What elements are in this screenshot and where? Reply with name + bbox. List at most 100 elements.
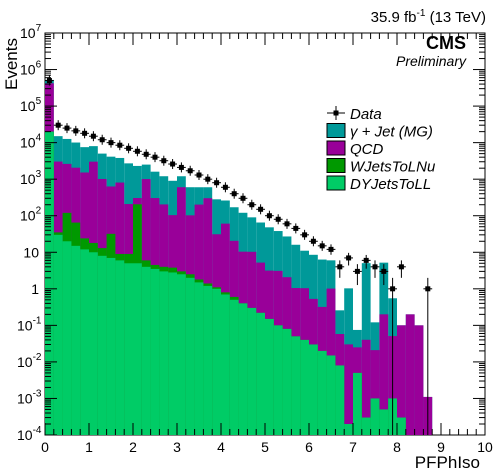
y-tick-label: 10-2: [17, 352, 42, 370]
data-point: [240, 195, 246, 201]
bar-qcd: [379, 314, 389, 435]
y-tick-label: 106: [20, 60, 42, 78]
x-tick-label: 9: [437, 439, 445, 455]
data-point: [178, 164, 184, 170]
y-tick-label: 1: [31, 281, 39, 297]
bar-dyjetstoll: [133, 263, 142, 435]
bar-dyjetstoll: [361, 417, 371, 435]
experiment-label: CMS: [426, 33, 466, 53]
bar-dyjetstoll: [273, 325, 283, 435]
bar-dyjetstoll: [282, 328, 292, 435]
bar-qcd: [397, 325, 406, 435]
data-point: [214, 180, 220, 186]
y-tick-label: 10-3: [17, 388, 42, 406]
bar-dyjetstoll: [291, 336, 301, 435]
x-tick-label: 8: [393, 439, 401, 455]
legend-label: Data: [350, 106, 382, 123]
data-point: [117, 142, 123, 148]
bar-dyjetstoll: [194, 282, 204, 435]
data-point: [134, 148, 140, 154]
legend-label: γ + Jet (MG): [350, 124, 433, 141]
y-tick-label: 10: [23, 244, 39, 260]
bar-dyjetstoll: [106, 257, 116, 435]
data-point: [266, 213, 272, 219]
bar-dyjetstoll: [326, 355, 336, 435]
x-tick-label: 10: [477, 439, 493, 455]
data-point: [205, 176, 211, 182]
data-point: [249, 202, 255, 208]
bar-dyjetstoll: [80, 249, 89, 435]
y-tick-label: 102: [20, 206, 42, 224]
y-tick-label: 103: [20, 169, 42, 187]
bar-dyjetstoll: [221, 294, 230, 435]
data-point: [398, 264, 404, 270]
x-tick-label: 3: [173, 439, 181, 455]
y-tick-label: 107: [20, 23, 42, 41]
data-point: [126, 145, 132, 151]
bar-dyjetstoll: [159, 271, 169, 435]
data-point: [222, 184, 228, 190]
x-tick-label: 4: [217, 439, 225, 455]
bar-dyjetstoll: [141, 266, 151, 435]
bar-dyjetstoll: [344, 423, 353, 435]
x-tick-label: 1: [85, 439, 93, 455]
data-point: [231, 191, 237, 197]
data-point: [275, 216, 281, 222]
legend-marker-data-point: [333, 110, 339, 116]
bar-qcd: [414, 325, 424, 435]
data-point: [90, 133, 96, 139]
legend-label: DYJetsToLL: [350, 176, 431, 193]
bar-dyjetstoll: [115, 260, 125, 435]
bar-qcd: [344, 344, 353, 435]
bar-dyjetstoll: [353, 372, 362, 435]
bar-dyjetstoll: [89, 252, 98, 435]
legend-swatch: [326, 175, 346, 191]
bar-dyjetstoll: [317, 350, 327, 435]
bar-dyjetstoll: [71, 245, 81, 435]
data-point: [363, 257, 369, 263]
axes: 0 1 2 3 4 5 6 7 8 9 10 10-4 10-3 10-2 10-1 1 10 102 103 104…: [17, 23, 493, 455]
data-point: [381, 268, 387, 274]
x-tick-label: 7: [349, 439, 357, 455]
data-point: [73, 128, 79, 134]
x-tick-label: 6: [305, 439, 313, 455]
bar-dyjetstoll: [300, 339, 309, 435]
data-point: [302, 232, 308, 238]
bar-dyjetstoll: [370, 398, 380, 435]
data-point: [161, 158, 167, 164]
legend-swatch: [326, 140, 346, 156]
bar-dyjetstoll: [335, 365, 345, 435]
bar-dyjetstoll: [247, 307, 257, 435]
data-point: [354, 268, 360, 274]
x-axis-label: PFPhIso: [415, 453, 480, 472]
y-tick-label: 10-4: [17, 425, 42, 443]
bar-dyjetstoll: [185, 277, 195, 435]
stack-layer: [45, 79, 433, 436]
data-point: [258, 206, 264, 212]
bar-qcd: [370, 350, 380, 435]
bar-dyjetstoll: [309, 344, 318, 435]
bar-qcd: [405, 314, 415, 435]
bar-dyjetstoll: [212, 288, 221, 435]
legend-swatch: [326, 158, 346, 173]
legend-label: WJetsToLNu: [350, 159, 436, 176]
data-point: [82, 130, 88, 136]
bar-dyjetstoll: [203, 285, 213, 435]
y-tick-label: 104: [20, 133, 42, 151]
y-tick-label: 105: [20, 96, 42, 114]
lumi-label: 35.9 fb-1 (13 TeV): [371, 8, 486, 26]
data-point: [390, 286, 396, 292]
bar-dyjetstoll: [97, 255, 107, 435]
data-point: [319, 243, 325, 249]
data-point: [293, 225, 299, 231]
bar-dyjetstoll: [397, 417, 406, 435]
data-point: [55, 122, 61, 128]
data-point: [99, 137, 105, 143]
x-tick-label: 2: [129, 439, 137, 455]
bar-dyjetstoll: [177, 274, 186, 435]
data-point: [187, 168, 193, 174]
x-tick-label: 0: [41, 439, 49, 455]
data-point: [170, 161, 176, 167]
